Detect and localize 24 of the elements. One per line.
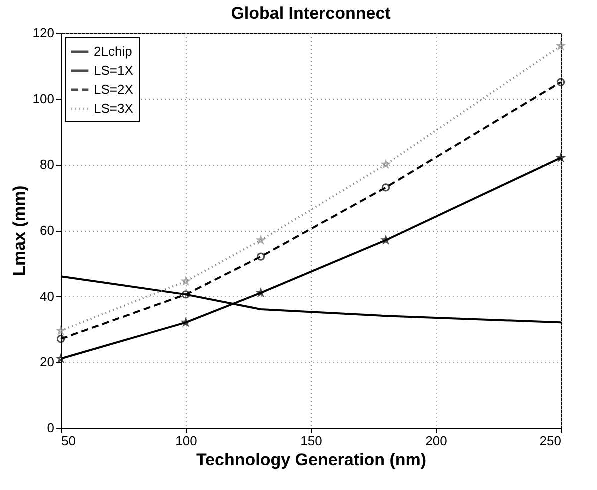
y-tick-label: 60: [40, 223, 54, 238]
legend-label: LS=2X: [94, 82, 134, 97]
y-tick-label: 120: [32, 26, 54, 40]
y-tick-label: 20: [40, 354, 54, 370]
point: [556, 78, 566, 86]
x-tick-label: 200: [426, 434, 448, 448]
y-tick-label: 0: [47, 420, 54, 436]
x-axis-title: Technology Generation (nm): [196, 450, 427, 470]
x-tick-label: 250: [540, 434, 562, 448]
legend-label: 2Lchip: [94, 44, 132, 59]
y-tick-label: 100: [32, 91, 54, 106]
x-tick-label: 100: [176, 434, 198, 448]
y-tick-label: 80: [40, 157, 54, 172]
legend-label: LS=3X: [94, 101, 134, 116]
point: [256, 252, 266, 261]
x-tick-label: 150: [300, 434, 322, 448]
point: [382, 184, 390, 192]
chart-title: Global Interconnect: [231, 4, 392, 23]
y-axis-title: Lmax (mm): [10, 186, 29, 276]
y-tick-label: 40: [40, 288, 54, 304]
x-tick-label: 50: [62, 434, 76, 448]
point: [56, 335, 66, 344]
legend-label: LS=1X: [94, 63, 134, 78]
point: [182, 290, 190, 299]
